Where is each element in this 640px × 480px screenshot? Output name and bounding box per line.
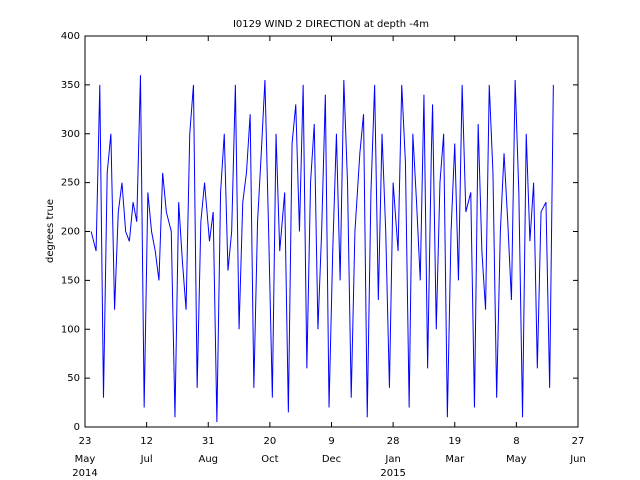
- x-year-label: 2015: [380, 468, 405, 479]
- y-tick-label: 100: [61, 324, 80, 335]
- x-tick-label: 19: [448, 436, 461, 447]
- x-month-label: Jan: [384, 454, 400, 465]
- x-month-label: May: [75, 454, 96, 465]
- y-tick-label: 250: [61, 178, 80, 189]
- x-tick-label: 9: [328, 436, 334, 447]
- x-month-label: Mar: [445, 454, 465, 465]
- x-month-label: Dec: [322, 454, 341, 465]
- x-tick-label: 23: [79, 436, 92, 447]
- y-tick-label: 400: [61, 31, 80, 42]
- x-tick-label: 28: [387, 436, 400, 447]
- y-axis-label: degrees true: [45, 199, 56, 263]
- x-year-label: 2014: [72, 468, 97, 479]
- x-month-label: May: [506, 454, 527, 465]
- x-month-label: Aug: [198, 454, 218, 465]
- x-month-label: Oct: [261, 454, 278, 465]
- x-tick-label: 12: [140, 436, 153, 447]
- x-tick-label: 31: [202, 436, 215, 447]
- y-tick-label: 300: [61, 129, 80, 140]
- x-tick-label: 8: [513, 436, 519, 447]
- x-month-label: Jul: [140, 454, 153, 465]
- y-tick-label: 150: [61, 275, 80, 286]
- data-line: [90, 75, 554, 423]
- y-tick-label: 50: [67, 373, 80, 384]
- y-tick-label: 0: [74, 422, 80, 433]
- x-month-label: Jun: [569, 454, 586, 465]
- chart-title: I0129 WIND 2 DIRECTION at depth -4m: [233, 19, 429, 30]
- y-tick-label: 350: [61, 80, 80, 91]
- x-tick-label: 27: [572, 436, 585, 447]
- x-tick-label: 20: [264, 436, 277, 447]
- y-tick-label: 200: [61, 227, 80, 238]
